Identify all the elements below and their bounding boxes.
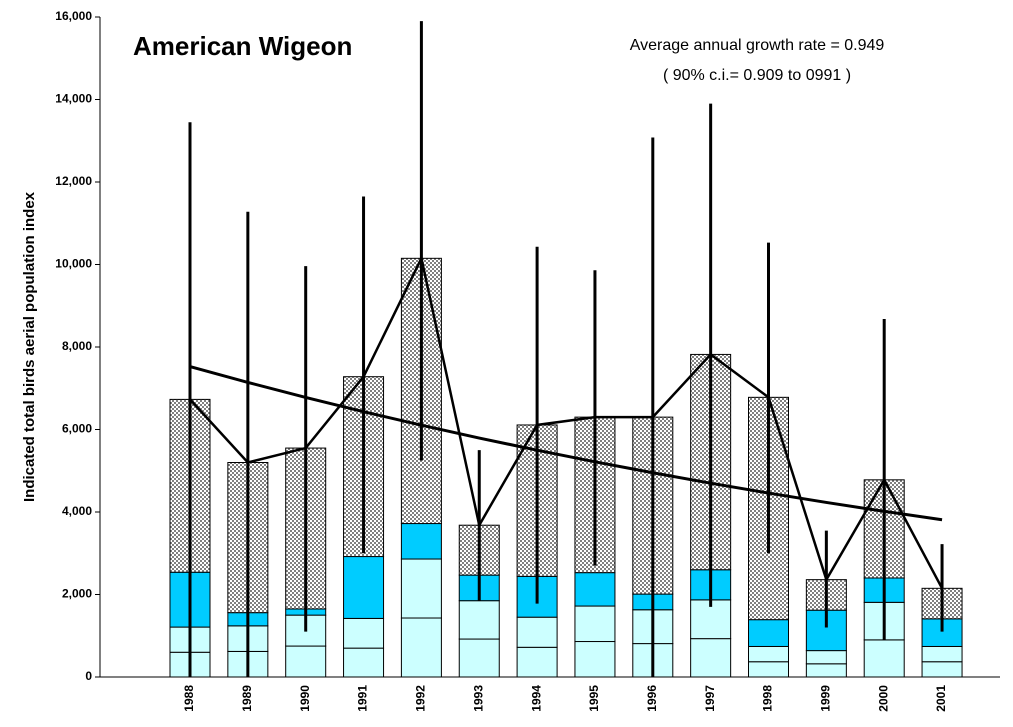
bar-segment — [400, 523, 442, 560]
annotation: Average annual growth rate = 0.949 — [630, 37, 885, 54]
bar-segment — [458, 638, 500, 678]
bar-segment — [805, 650, 847, 665]
x-tick-label: 1990 — [298, 685, 312, 712]
bar-segment — [748, 645, 789, 663]
bar-segment — [748, 619, 789, 647]
bar-segment — [690, 638, 732, 678]
x-tick-label: 1999 — [819, 685, 833, 712]
bar-segment — [805, 663, 847, 678]
bar-segment — [574, 572, 616, 607]
bar-segment — [458, 600, 500, 640]
total-line — [189, 254, 944, 589]
y-tick-label: 2,000 — [62, 587, 92, 601]
y-tick-label: 0 — [85, 669, 92, 683]
x-tick-label: 1995 — [587, 685, 601, 712]
bar-segment — [400, 617, 442, 678]
bar-segment — [343, 617, 385, 649]
x-tick-label: 1988 — [182, 685, 196, 712]
y-tick-label: 12,000 — [55, 174, 92, 188]
x-tick-label: 2001 — [934, 685, 948, 712]
bar-segment — [285, 645, 327, 678]
annotation: ( 90% c.i.= 0.909 to 0991 ) — [663, 67, 851, 84]
x-tick-label: 1996 — [645, 685, 659, 712]
x-tick-label: 2000 — [876, 685, 890, 712]
y-tick-label: 6,000 — [62, 422, 92, 436]
y-axis-label: Indicated total birds aerial population … — [21, 191, 38, 502]
y-tick-label: 8,000 — [62, 339, 92, 353]
x-tick-label: 1994 — [529, 685, 543, 712]
bar-segment — [863, 639, 905, 678]
chart-title: American Wigeon — [133, 31, 352, 61]
y-tick-label: 4,000 — [62, 504, 92, 518]
bar-segment — [516, 646, 558, 678]
x-tick-label: 1998 — [761, 685, 775, 712]
x-tick-label: 1997 — [703, 685, 717, 712]
bar-segment — [574, 641, 616, 678]
bar-segment — [343, 556, 385, 619]
y-tick-label: 14,000 — [55, 92, 92, 106]
y-tick-label: 10,000 — [55, 257, 92, 271]
x-tick-label: 1991 — [356, 685, 370, 712]
bar-segment — [343, 647, 385, 678]
bar-segment — [921, 645, 963, 663]
x-tick-label: 1993 — [471, 685, 485, 712]
bar-segment — [921, 661, 963, 678]
bar-segment — [574, 605, 616, 643]
bar-segment — [400, 558, 442, 619]
y-tick-label: 16,000 — [55, 9, 92, 23]
x-tick-label: 1992 — [414, 685, 428, 712]
bar-segment — [516, 616, 558, 648]
bar-segment — [748, 661, 789, 678]
x-tick-label: 1989 — [240, 685, 254, 712]
trend-line — [189, 365, 943, 522]
